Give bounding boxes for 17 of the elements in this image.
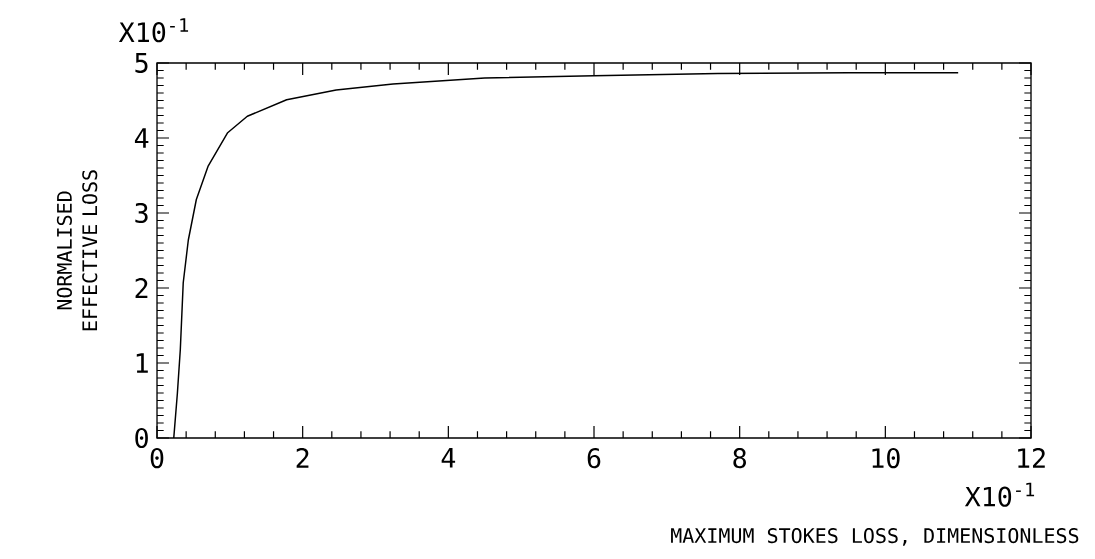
x-tick-label: 8 [733, 448, 746, 469]
x-tick-label: 2 [296, 448, 309, 468]
y-tick-label: 5 [135, 53, 148, 73]
x-tick-label: 10 [872, 448, 900, 469]
text: X10$^{-1}$ [964, 482, 1035, 507]
y-tick-label: 4 [134, 128, 149, 148]
x-tick-label: 4 [441, 448, 456, 468]
x-tick-label: 6 [587, 448, 601, 469]
y-tick-label: 1 [136, 353, 148, 373]
text: X10$^{-1}$ [118, 18, 189, 43]
x-tick-label: 12 [1018, 448, 1045, 468]
x-axis-title: MAXIMUM STOKES LOSS, DIMENSIONLESS [671, 528, 1079, 546]
y-axis-title: NORMALISED EFFECTIVE LOSS [56, 170, 98, 331]
y-tick-label: 0 [135, 427, 148, 449]
y-tick-label: 3 [135, 202, 148, 224]
x-tick-label: 0 [150, 448, 164, 469]
y-tick-label: 2 [135, 278, 148, 298]
